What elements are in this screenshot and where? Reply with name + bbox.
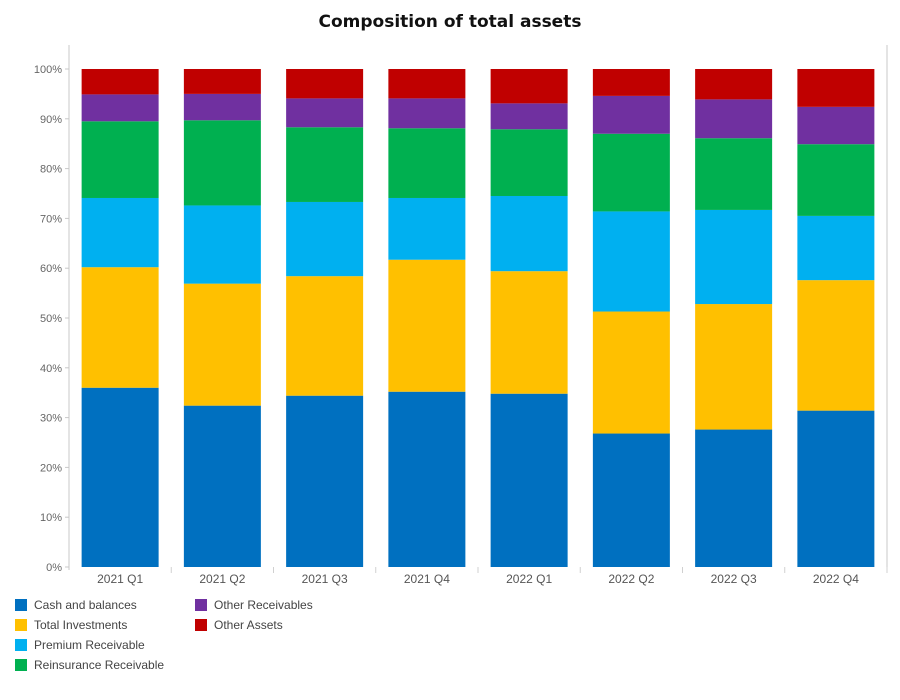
bar-segment[interactable] bbox=[81, 94, 159, 122]
bar-segment[interactable] bbox=[183, 405, 261, 567]
legend-item[interactable]: Other Receivables bbox=[195, 598, 313, 612]
bar-segment[interactable] bbox=[286, 69, 364, 99]
bar-stack[interactable] bbox=[81, 69, 159, 567]
y-tick-label: 80% bbox=[40, 164, 62, 176]
y-tick-label: 20% bbox=[40, 462, 62, 474]
bar-segment[interactable] bbox=[695, 99, 773, 139]
legend-item[interactable]: Total Investments bbox=[15, 618, 127, 632]
chart-title: Composition of total assets bbox=[318, 12, 582, 32]
y-tick-label: 100% bbox=[34, 64, 62, 76]
bar-segment[interactable] bbox=[81, 121, 159, 198]
bar-segment[interactable] bbox=[490, 393, 568, 567]
bar-segment[interactable] bbox=[388, 128, 466, 198]
bar-segment[interactable] bbox=[388, 259, 466, 392]
bar-segment[interactable] bbox=[286, 98, 364, 128]
bar-segment[interactable] bbox=[81, 387, 159, 567]
y-tick-label: 10% bbox=[40, 512, 62, 524]
bar-segment[interactable] bbox=[797, 106, 875, 145]
legend-label: Reinsurance Receivable bbox=[34, 658, 165, 672]
legend-label: Premium Receivable bbox=[34, 638, 145, 652]
bar-segment[interactable] bbox=[81, 69, 159, 95]
bar-segment[interactable] bbox=[183, 205, 261, 284]
bar-segment[interactable] bbox=[797, 280, 875, 411]
bar-segment[interactable] bbox=[797, 144, 875, 216]
bar-segment[interactable] bbox=[183, 93, 261, 121]
x-tick-label: 2022 Q1 bbox=[506, 572, 552, 586]
y-tick-label: 90% bbox=[40, 114, 62, 126]
legend-swatch bbox=[15, 639, 27, 651]
legend-swatch bbox=[15, 599, 27, 611]
x-tick-label: 2021 Q1 bbox=[97, 572, 143, 586]
legend-label: Total Investments bbox=[34, 618, 128, 632]
y-axis: 0% 10% 20% 30% 40% 50% 60% 70% 80% 90% 100% bbox=[34, 45, 888, 574]
bar-segment[interactable] bbox=[592, 211, 670, 312]
bar-segment[interactable] bbox=[388, 69, 466, 99]
legend-swatch bbox=[15, 619, 27, 631]
bar-segment[interactable] bbox=[286, 127, 364, 202]
y-tick-label: 30% bbox=[40, 413, 62, 425]
bar-stack[interactable] bbox=[695, 69, 773, 567]
bar-segment[interactable] bbox=[797, 69, 875, 107]
bar-segment[interactable] bbox=[183, 69, 261, 94]
bar-segment[interactable] bbox=[695, 69, 773, 100]
legend-item[interactable]: Cash and balances bbox=[15, 598, 137, 612]
bar-segment[interactable] bbox=[490, 271, 568, 394]
bar-segment[interactable] bbox=[592, 95, 670, 134]
y-tick-label: 60% bbox=[40, 263, 62, 275]
legend-label: Cash and balances bbox=[34, 598, 137, 612]
bar-segment[interactable] bbox=[183, 120, 261, 206]
bar-segment[interactable] bbox=[81, 197, 159, 268]
bar-segment[interactable] bbox=[388, 197, 466, 260]
bar-stack[interactable] bbox=[490, 69, 568, 567]
x-tick-label: 2021 Q4 bbox=[404, 572, 450, 586]
bar-segment[interactable] bbox=[592, 311, 670, 434]
bar-segment[interactable] bbox=[797, 215, 875, 281]
legend-item[interactable]: Reinsurance Receivable bbox=[15, 658, 164, 672]
bar-segment[interactable] bbox=[490, 129, 568, 196]
bar-stack[interactable] bbox=[797, 69, 875, 567]
legend-swatch bbox=[15, 659, 27, 671]
bar-segment[interactable] bbox=[388, 391, 466, 567]
bar-segment[interactable] bbox=[490, 195, 568, 272]
legend-label: Other Receivables bbox=[214, 598, 313, 612]
bar-stack[interactable] bbox=[592, 69, 670, 567]
legend-item[interactable]: Premium Receivable bbox=[15, 638, 145, 652]
bar-segment[interactable] bbox=[286, 201, 364, 277]
bar-stack[interactable] bbox=[183, 69, 261, 567]
bar-segment[interactable] bbox=[490, 69, 568, 104]
legend-item[interactable]: Other Assets bbox=[195, 618, 283, 632]
x-axis: 2021 Q1 2021 Q2 2021 Q3 2021 Q4 2022 Q1 2022 … bbox=[97, 567, 888, 586]
bar-segment[interactable] bbox=[695, 209, 773, 305]
y-tick-label: 70% bbox=[40, 213, 62, 225]
x-tick-label: 2021 Q2 bbox=[199, 572, 245, 586]
y-tick-label: 40% bbox=[40, 363, 62, 375]
bar-segment[interactable] bbox=[592, 433, 670, 567]
x-tick-label: 2021 Q3 bbox=[302, 572, 348, 586]
bar-segment[interactable] bbox=[81, 267, 159, 388]
bar-segment[interactable] bbox=[286, 395, 364, 567]
bar-segment[interactable] bbox=[695, 304, 773, 430]
bars-group bbox=[81, 69, 875, 567]
bar-segment[interactable] bbox=[592, 69, 670, 96]
bar-segment[interactable] bbox=[695, 429, 773, 567]
legend-label: Other Assets bbox=[214, 618, 283, 632]
bar-stack[interactable] bbox=[286, 69, 364, 567]
y-tick-label: 50% bbox=[40, 313, 62, 325]
y-tick-label: 0% bbox=[46, 562, 62, 574]
bar-segment[interactable] bbox=[183, 283, 261, 406]
bar-segment[interactable] bbox=[797, 410, 875, 567]
bar-segment[interactable] bbox=[695, 138, 773, 210]
bar-stack[interactable] bbox=[388, 69, 466, 567]
x-tick-label: 2022 Q4 bbox=[813, 572, 859, 586]
x-tick-label: 2022 Q3 bbox=[711, 572, 757, 586]
bar-segment[interactable] bbox=[592, 133, 670, 212]
legend-swatch bbox=[195, 619, 207, 631]
x-tick-label: 2022 Q2 bbox=[608, 572, 654, 586]
legend: Cash and balances Total Investments Premiu… bbox=[15, 598, 435, 688]
bar-segment[interactable] bbox=[388, 98, 466, 129]
bar-segment[interactable] bbox=[286, 276, 364, 396]
bar-segment[interactable] bbox=[490, 103, 568, 130]
legend-swatch bbox=[195, 599, 207, 611]
